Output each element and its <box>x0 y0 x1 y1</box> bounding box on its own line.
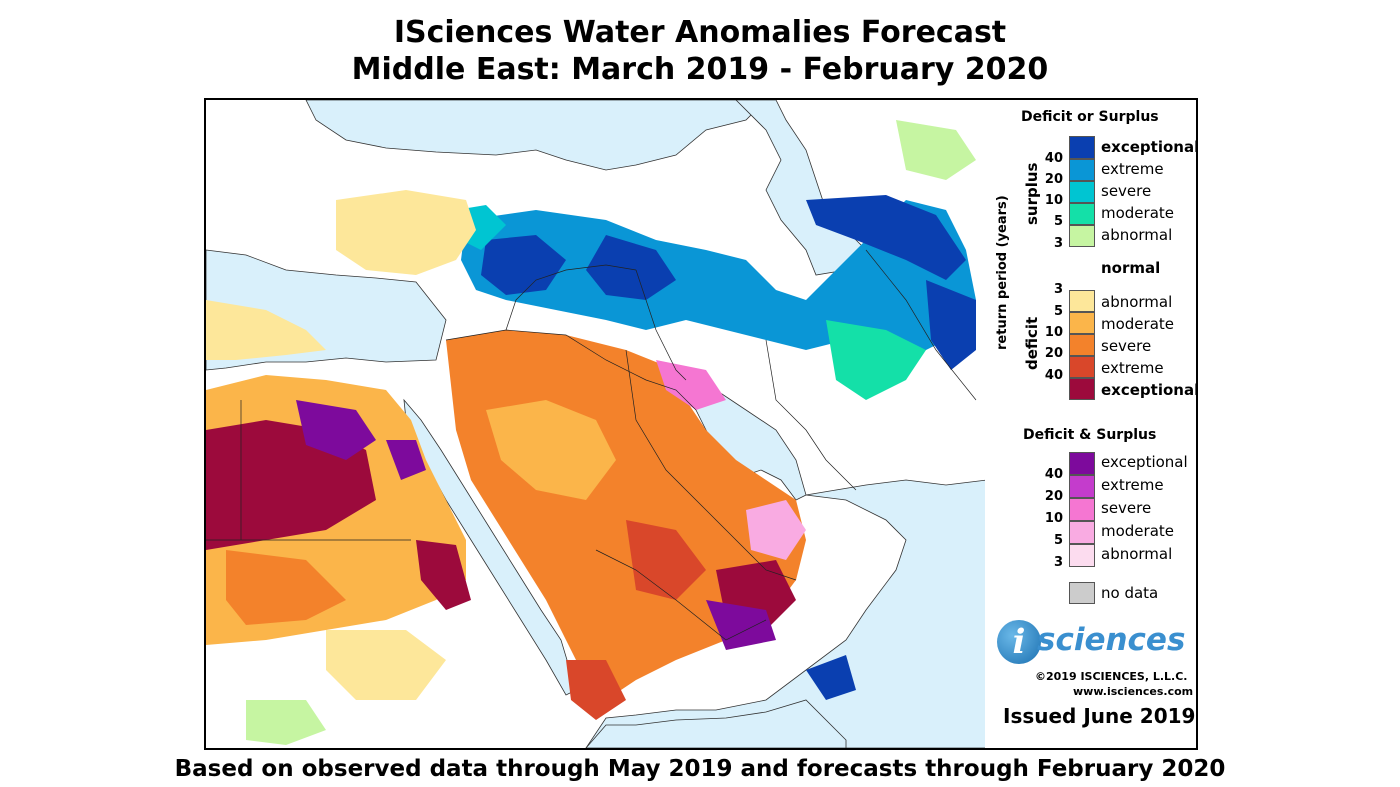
swatch-deficit-moderate <box>1069 312 1095 334</box>
surplus-rp-3: 3 <box>1053 236 1063 251</box>
surplus-rp-20: 20 <box>1044 172 1063 187</box>
label-surplus-severe: severe <box>1101 182 1152 200</box>
label-normal: normal <box>1101 259 1161 277</box>
logo-wordmark: sciences <box>1037 622 1186 658</box>
both-rp-40: 40 <box>1044 467 1063 482</box>
swatch-no-data <box>1069 582 1095 604</box>
borders <box>206 249 977 641</box>
legend-panel: Deficit or Surplus return period (years)… <box>985 98 1200 750</box>
label-both-abnormal: abnormal <box>1101 545 1173 563</box>
deficit-rp-5: 5 <box>1053 304 1063 319</box>
swatch-both-exceptional <box>1069 452 1095 475</box>
label-surplus-exceptional: exceptional <box>1101 138 1200 156</box>
label-surplus-abnormal: abnormal <box>1101 226 1173 244</box>
deficit-rp-40: 40 <box>1044 368 1063 383</box>
swatch-deficit-exceptional <box>1069 378 1095 400</box>
surplus-rp-5: 5 <box>1053 214 1063 229</box>
issued-date: Issued June 2019 <box>1003 704 1196 728</box>
legend-title-deficit-or-surplus: Deficit or Surplus <box>1021 109 1159 125</box>
label-deficit-moderate: moderate <box>1101 315 1175 333</box>
label-both-severe: severe <box>1101 499 1152 517</box>
gulf-of-aden <box>585 699 847 748</box>
surplus-rp-10: 10 <box>1044 193 1063 208</box>
isciences-logo: i sciences <box>997 620 1192 666</box>
label-surplus-moderate: moderate <box>1101 204 1175 222</box>
copyright: ©2019 ISCIENCES, L.L.C. <box>1035 670 1188 683</box>
label-both-moderate: moderate <box>1101 522 1175 540</box>
deficit-rp-20: 20 <box>1044 346 1063 361</box>
swatch-both-moderate <box>1069 521 1095 544</box>
deficit-label: deficit <box>1023 316 1041 370</box>
swatch-deficit-extreme <box>1069 356 1095 378</box>
logo-i-icon: i <box>997 620 1041 664</box>
label-surplus-extreme: extreme <box>1101 160 1164 178</box>
label-deficit-severe: severe <box>1101 337 1152 355</box>
map-panel <box>204 98 989 750</box>
legend-title-deficit-and-surplus: Deficit & Surplus <box>1023 427 1157 443</box>
website: www.isciences.com <box>1073 685 1194 698</box>
swatch-surplus-extreme <box>1069 159 1095 181</box>
both-rp-3: 3 <box>1053 555 1063 570</box>
deficit-rp-3: 3 <box>1053 282 1063 297</box>
arabian-sea <box>585 479 987 748</box>
label-no-data: no data <box>1101 584 1159 602</box>
anomaly-cells <box>206 120 976 745</box>
swatch-surplus-exceptional <box>1069 136 1095 159</box>
label-deficit-exceptional: exceptional <box>1101 381 1200 399</box>
swatch-both-abnormal <box>1069 544 1095 567</box>
swatch-surplus-moderate <box>1069 203 1095 225</box>
anomaly-map <box>206 100 987 748</box>
data-source-note: Based on observed data through May 2019 … <box>174 756 1226 782</box>
black-sea <box>305 100 767 171</box>
label-both-extreme: extreme <box>1101 476 1164 494</box>
both-rp-20: 20 <box>1044 489 1063 504</box>
swatch-surplus-abnormal <box>1069 225 1095 247</box>
swatch-deficit-severe <box>1069 334 1095 356</box>
label-both-exceptional: exceptional <box>1101 453 1188 471</box>
label-deficit-extreme: extreme <box>1101 359 1164 377</box>
swatch-deficit-abnormal <box>1069 290 1095 312</box>
deficit-rp-10: 10 <box>1044 325 1063 340</box>
both-rp-5: 5 <box>1053 533 1063 548</box>
both-rp-10: 10 <box>1044 511 1063 526</box>
return-period-axis-label: return period (years) <box>995 195 1010 350</box>
map-subtitle: Middle East: March 2019 - February 2020 <box>351 52 1049 87</box>
swatch-both-severe <box>1069 498 1095 521</box>
surplus-label: surplus <box>1023 162 1041 226</box>
surplus-rp-40: 40 <box>1044 151 1063 166</box>
swatch-surplus-severe <box>1069 181 1095 203</box>
label-deficit-abnormal: abnormal <box>1101 293 1173 311</box>
map-title: ISciences Water Anomalies Forecast <box>393 15 1007 50</box>
swatch-both-extreme <box>1069 475 1095 498</box>
